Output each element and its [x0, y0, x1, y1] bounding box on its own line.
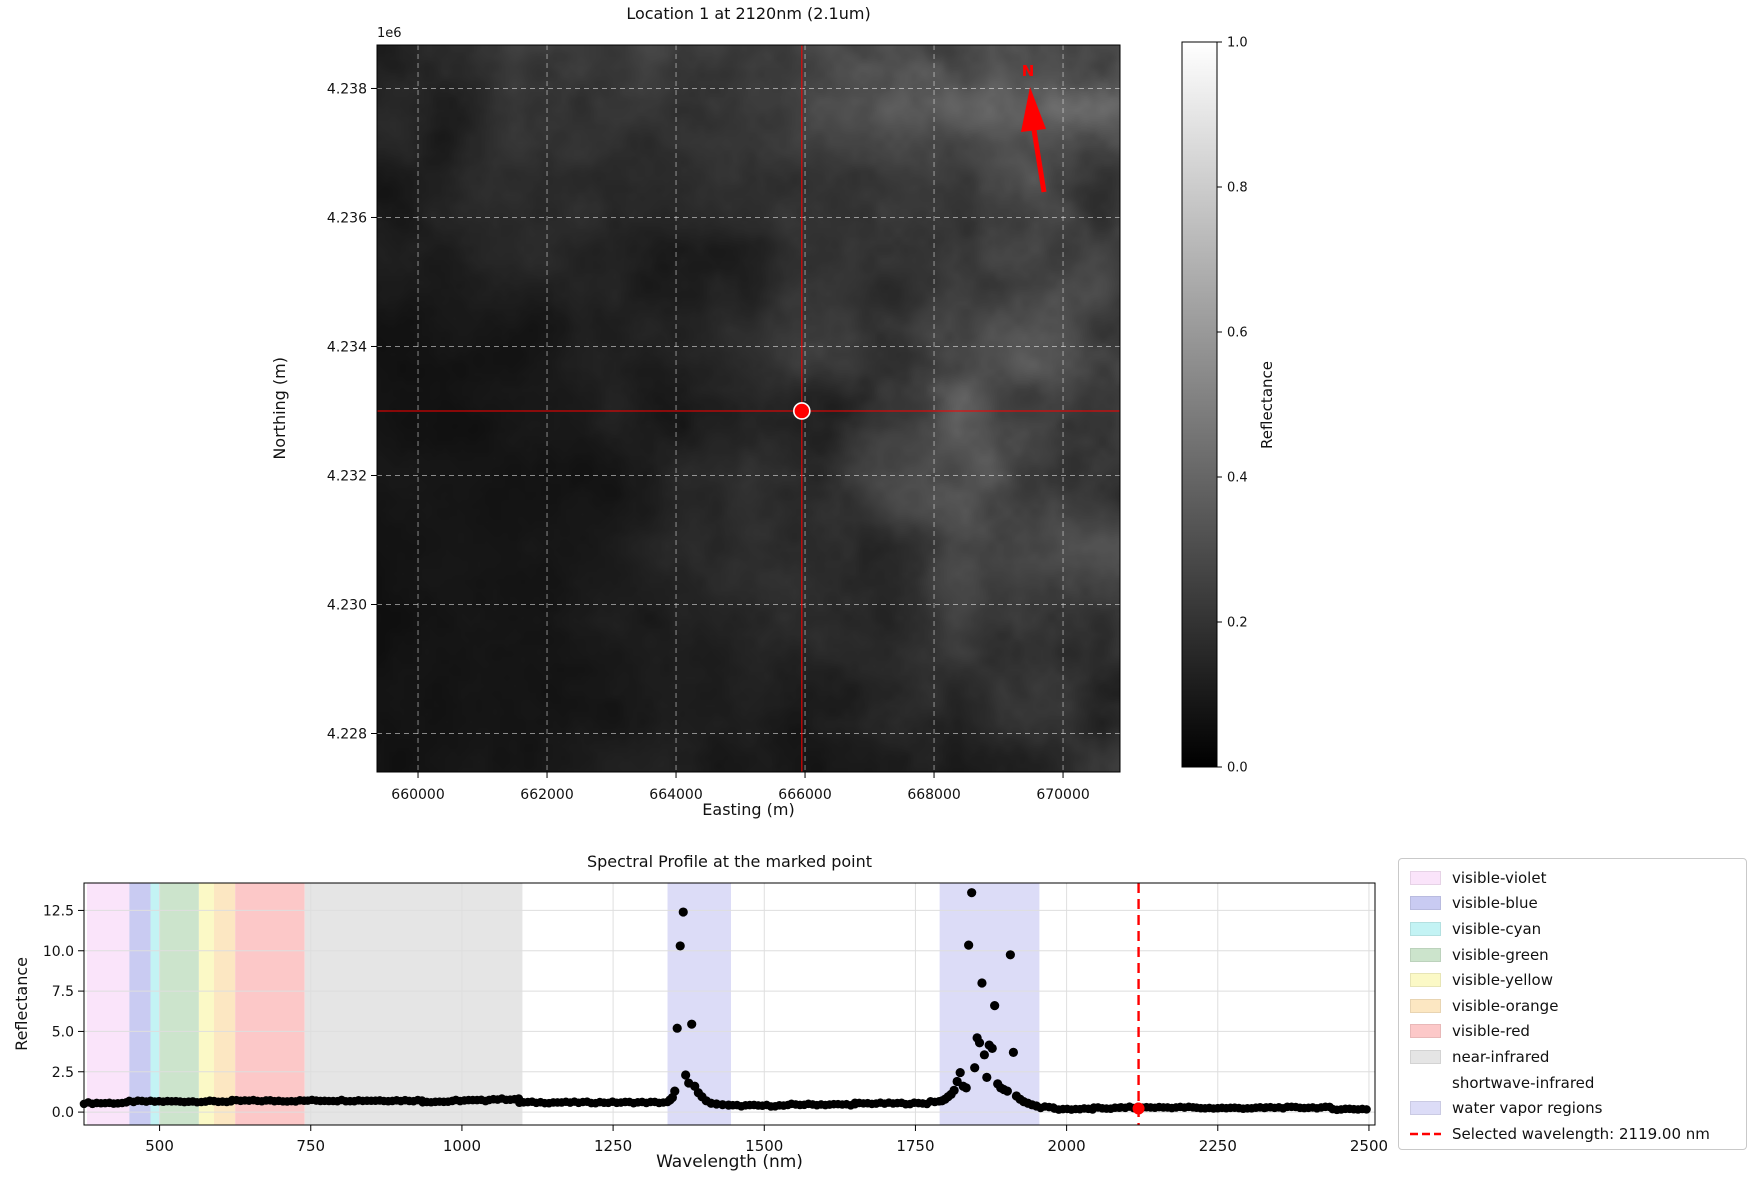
- map-ylabel: Northing (m): [269, 357, 289, 460]
- legend-label: visible-cyan: [1452, 919, 1542, 938]
- legend-swatch-icon: [1410, 870, 1441, 885]
- legend-row: Selected wavelength: 2119.00 nm: [1410, 1121, 1746, 1147]
- legend-dashed-line-icon: [1410, 1132, 1441, 1136]
- svg-text:7.5: 7.5: [52, 984, 74, 1000]
- svg-text:0.0: 0.0: [1227, 761, 1248, 776]
- svg-text:10.0: 10.0: [43, 944, 74, 960]
- spectral-title: Spectral Profile at the marked point: [586, 852, 873, 871]
- svg-text:4.234: 4.234: [327, 339, 367, 355]
- legend-swatch-icon: [1410, 947, 1441, 962]
- svg-text:0.8: 0.8: [1227, 181, 1248, 196]
- spectral-ylabel: Reflectance: [11, 957, 31, 1051]
- svg-text:4.230: 4.230: [327, 597, 367, 613]
- legend-label: visible-green: [1452, 945, 1549, 964]
- legend-row: shortwave-infrared: [1410, 1070, 1746, 1096]
- legend-row: visible-red: [1410, 1019, 1746, 1045]
- legend-label: shortwave-infrared: [1452, 1073, 1595, 1092]
- legend-swatch-icon: [1410, 921, 1441, 936]
- map-plot-area[interactable]: [377, 45, 1120, 772]
- spectral-ylabel-wrap: Reflectance: [10, 883, 32, 1125]
- svg-text:0.6: 0.6: [1227, 326, 1248, 341]
- legend-label: visible-red: [1452, 1022, 1530, 1041]
- legend-swatch-icon: [1410, 973, 1441, 988]
- svg-text:0.2: 0.2: [1227, 616, 1248, 631]
- svg-text:0.4: 0.4: [1227, 471, 1248, 486]
- legend-swatch-icon: [1410, 896, 1441, 911]
- legend-row: near-infrared: [1410, 1044, 1746, 1070]
- legend-swatch-empty: [1410, 1076, 1441, 1090]
- svg-text:12.5: 12.5: [43, 903, 74, 919]
- legend-row: visible-green: [1410, 942, 1746, 968]
- colorbar-label-wrap: Reflectance: [1256, 42, 1278, 767]
- svg-text:4.228: 4.228: [327, 726, 367, 742]
- legend-row: visible-yellow: [1410, 967, 1746, 993]
- legend-label: visible-violet: [1452, 868, 1547, 887]
- map-title: Location 1 at 2120nm (2.1um): [626, 4, 871, 23]
- spectral-plot-area[interactable]: [84, 883, 1375, 1125]
- spectral-xlabel: Wavelength (nm): [656, 1152, 803, 1172]
- svg-text:0.0: 0.0: [52, 1105, 74, 1121]
- legend-swatch-icon: [1410, 998, 1441, 1013]
- svg-text:2.5: 2.5: [52, 1065, 74, 1081]
- svg-text:4.236: 4.236: [327, 210, 367, 226]
- legend-label: Selected wavelength: 2119.00 nm: [1452, 1124, 1710, 1143]
- legend-swatch-icon: [1410, 1024, 1441, 1039]
- legend-label: water vapor regions: [1452, 1099, 1603, 1118]
- map-xlabel: Easting (m): [702, 800, 795, 819]
- svg-text:4.238: 4.238: [327, 81, 367, 97]
- map-ylabel-wrap: Northing (m): [268, 45, 290, 772]
- legend-row: visible-orange: [1410, 993, 1746, 1019]
- legend-row: visible-violet: [1410, 865, 1746, 891]
- legend-row: water vapor regions: [1410, 1095, 1746, 1121]
- legend-label: visible-yellow: [1452, 971, 1553, 990]
- legend-label: visible-blue: [1452, 894, 1538, 913]
- svg-text:4.232: 4.232: [327, 468, 367, 484]
- legend-swatch-icon: [1410, 1049, 1441, 1064]
- legend-row: visible-cyan: [1410, 916, 1746, 942]
- legend-label: near-infrared: [1452, 1047, 1550, 1066]
- svg-text:1.0: 1.0: [1227, 36, 1248, 51]
- legend-row: visible-blue: [1410, 891, 1746, 917]
- legend: visible-violet visible-blue visible-cyan vi…: [1398, 858, 1747, 1150]
- legend-swatch-icon: [1410, 1101, 1441, 1116]
- legend-label: visible-orange: [1452, 996, 1559, 1015]
- map-axis-offset-text: 1e6: [377, 26, 402, 41]
- svg-text:5.0: 5.0: [52, 1024, 74, 1040]
- colorbar-label: Reflectance: [1258, 360, 1276, 449]
- colorbar: 0.0 0.2 0.4 0.6 0.8 1.0: [1181, 36, 1248, 776]
